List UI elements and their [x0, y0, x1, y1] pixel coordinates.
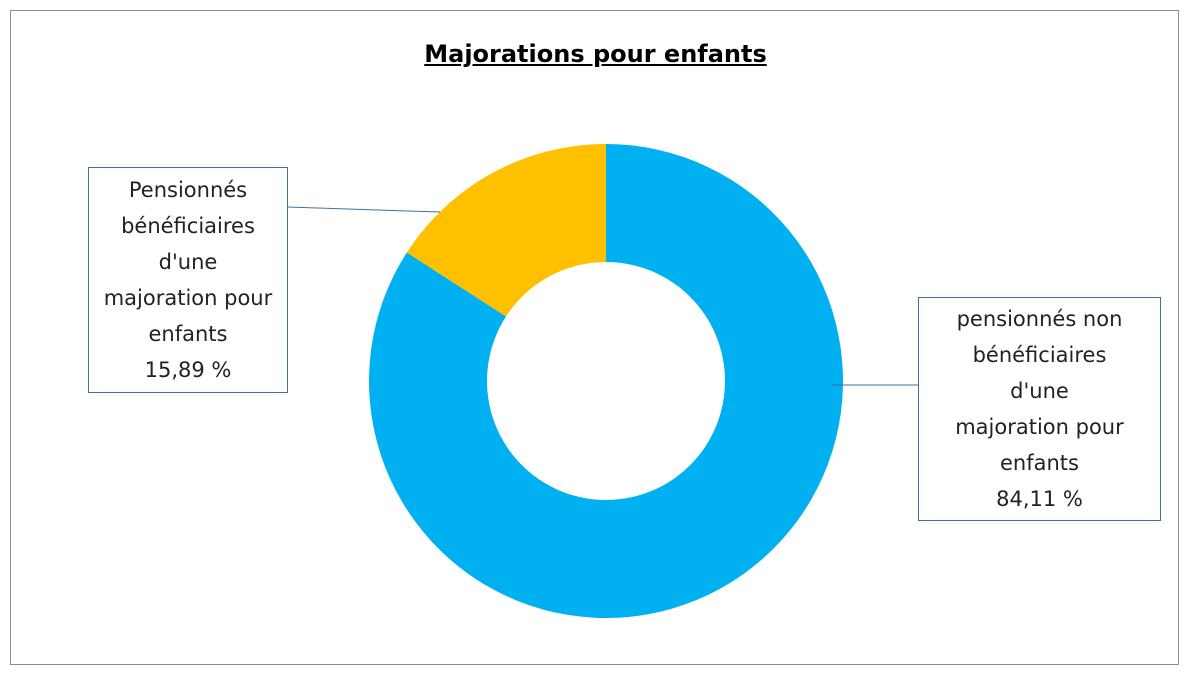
- data-label-box: pensionnés non bénéficiaires d'une major…: [918, 297, 1161, 521]
- value-label: 84,11 %: [996, 487, 1083, 511]
- donut-slice: [406, 144, 606, 317]
- leader-line: [286, 206, 441, 213]
- chart-title: Majorations pour enfants: [424, 40, 767, 68]
- donut-slice: [369, 144, 844, 618]
- data-label-box: Pensionnés bénéficiaires d'une majoratio…: [88, 167, 288, 393]
- chart-frame: [10, 10, 1179, 665]
- category-label: pensionnés non bénéficiaires d'une major…: [955, 307, 1124, 475]
- category-label: Pensionnés bénéficiaires d'une majoratio…: [103, 178, 273, 346]
- value-label: 15,89 %: [144, 358, 232, 382]
